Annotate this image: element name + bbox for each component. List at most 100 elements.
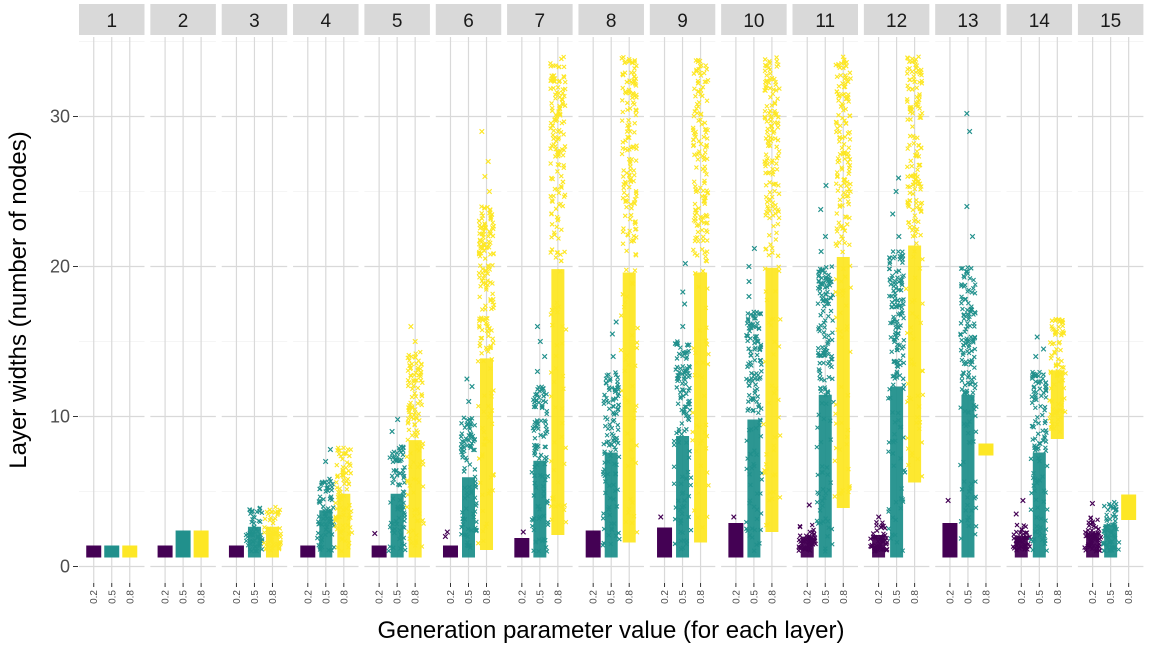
data-point [316, 521, 322, 527]
data-point [837, 197, 843, 203]
data-point [911, 140, 917, 146]
data-point [822, 377, 827, 383]
data-point [556, 304, 562, 310]
x-tick-label: 0.5 [892, 590, 903, 604]
data-point [615, 406, 621, 412]
data-point [406, 529, 412, 535]
data-point [631, 144, 636, 150]
data-point [276, 544, 282, 550]
data-point [338, 453, 344, 459]
data-point [1112, 518, 1118, 524]
data-point [633, 403, 639, 409]
data-point [619, 151, 625, 157]
data-point [909, 163, 915, 169]
data-point [620, 71, 626, 77]
data-point [623, 59, 628, 65]
data-point [910, 124, 915, 130]
data-point [559, 420, 565, 426]
data-point [407, 464, 413, 470]
data-point [610, 410, 616, 416]
data-point [905, 146, 911, 152]
data-point [418, 377, 424, 383]
data-point [551, 128, 557, 134]
data-point [394, 450, 400, 456]
y-tick-label: 0 [60, 557, 70, 577]
data-point [392, 530, 397, 536]
data-point [487, 230, 493, 236]
data-point [609, 526, 614, 531]
data-point [632, 59, 637, 65]
outlier-point [593, 530, 599, 537]
data-point [611, 521, 617, 527]
data-point [340, 469, 346, 474]
data-point [624, 294, 630, 300]
data-point [698, 117, 703, 123]
data-point [560, 152, 566, 158]
data-point [559, 434, 565, 440]
y-tick-label: 10 [50, 407, 70, 427]
x-tick-label: 0.5 [1106, 590, 1117, 604]
point-cluster [122, 545, 138, 558]
data-point [693, 216, 698, 222]
data-point [489, 408, 495, 413]
facet-strip [293, 4, 359, 35]
data-point [615, 375, 621, 380]
data-point [417, 511, 422, 517]
data-point [471, 514, 477, 520]
outlier-point [442, 533, 449, 540]
data-point [394, 458, 399, 464]
data-point [615, 402, 621, 408]
data-point [683, 541, 689, 547]
data-point [764, 103, 770, 109]
data-point [676, 436, 681, 442]
data-point [344, 460, 350, 465]
data-point [257, 543, 263, 549]
data-point [395, 507, 401, 512]
data-point [1013, 529, 1019, 535]
data-point [832, 458, 838, 464]
data-point [678, 481, 684, 487]
point-cluster [961, 394, 975, 558]
x-tick-label: 0.8 [125, 590, 136, 604]
data-point [631, 168, 637, 173]
point-cluster [1121, 494, 1137, 520]
data-point [613, 396, 619, 401]
data-point [688, 527, 694, 533]
data-point [970, 285, 976, 291]
data-point [407, 363, 412, 368]
data-point [491, 251, 496, 257]
data-point [555, 85, 561, 90]
data-point [631, 129, 637, 135]
data-point [682, 498, 687, 503]
data-point [396, 445, 402, 451]
data-point [548, 503, 554, 509]
data-point [479, 350, 485, 356]
data-point [622, 368, 628, 374]
data-point [252, 515, 257, 520]
data-point [550, 322, 555, 328]
data-point [249, 548, 254, 554]
data-point [630, 281, 636, 287]
data-point [328, 478, 334, 484]
data-point [834, 74, 840, 80]
data-point [490, 220, 496, 226]
data-point [563, 327, 569, 332]
data-point [405, 479, 411, 485]
data-point [1028, 507, 1034, 513]
data-point [542, 537, 548, 543]
data-point [620, 139, 626, 145]
data-point [614, 411, 619, 417]
data-point [338, 530, 344, 536]
data-point [775, 62, 781, 68]
data-point [555, 169, 560, 174]
data-point [685, 416, 691, 422]
data-point [391, 476, 397, 482]
data-point [406, 358, 412, 363]
series-0.8 [548, 54, 569, 535]
data-point [603, 479, 608, 484]
data-point [548, 146, 553, 151]
data-point [481, 429, 487, 435]
facet-strip [79, 4, 145, 35]
data-point [612, 389, 618, 395]
data-point [406, 427, 412, 433]
